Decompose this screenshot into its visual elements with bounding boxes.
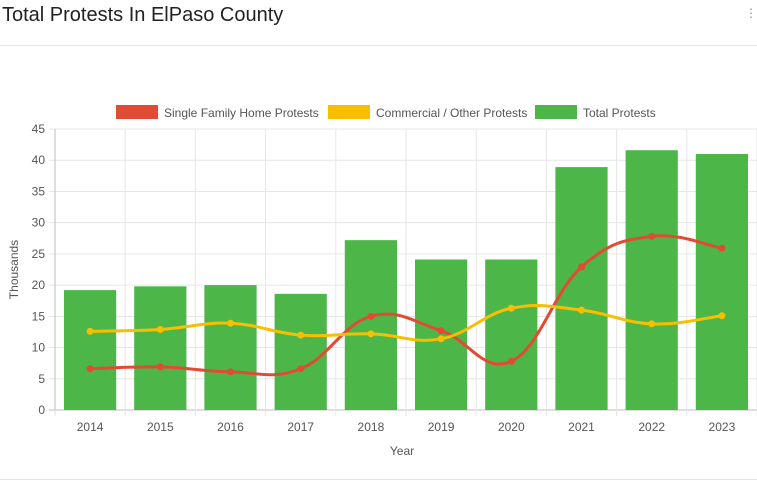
- y-tick-label: 40: [32, 153, 46, 167]
- line-commercial: [90, 303, 723, 342]
- y-tick-label: 0: [38, 403, 45, 417]
- point-single-family: [648, 232, 656, 240]
- x-axis-title: Year: [390, 444, 414, 458]
- legend-commercial-swatch: [328, 105, 370, 119]
- x-tick-label: 2022: [638, 420, 665, 434]
- legend-total-swatch: [535, 105, 577, 119]
- y-tick-label: 10: [32, 341, 46, 355]
- point-single-family: [578, 263, 585, 271]
- point-commercial: [437, 335, 445, 343]
- x-tick-label: 2018: [358, 420, 385, 434]
- legend-total-label: Total Protests: [583, 106, 656, 120]
- y-tick-label: 30: [32, 216, 46, 230]
- line-single-family: [90, 234, 723, 377]
- point-single-family: [297, 365, 305, 373]
- y-axis-title: Thousands: [7, 240, 21, 299]
- x-tick-label: 2021: [568, 420, 595, 434]
- bar-total-protests: [625, 150, 678, 410]
- legend-single-family-swatch: [116, 105, 158, 119]
- point-commercial: [648, 320, 656, 328]
- bar-total-protests: [415, 259, 468, 410]
- x-tick-label: 2016: [217, 420, 244, 434]
- footer-divider: [0, 479, 757, 480]
- bar-total-protests: [485, 259, 538, 410]
- point-commercial: [86, 327, 94, 335]
- point-single-family: [227, 368, 234, 376]
- x-tick-label: 2020: [498, 420, 525, 434]
- header-divider: [0, 45, 757, 46]
- point-commercial: [718, 312, 726, 320]
- y-tick-label: 25: [32, 247, 46, 261]
- point-commercial: [227, 319, 234, 327]
- x-tick-label: 2023: [709, 420, 736, 434]
- point-commercial: [367, 330, 375, 338]
- legend-commercial-label: Commercial / Other Protests: [376, 106, 527, 120]
- bar-total-protests: [64, 290, 117, 410]
- x-tick-label: 2017: [287, 420, 314, 434]
- bar-total-protests: [134, 286, 187, 410]
- point-single-family: [507, 357, 515, 365]
- point-single-family: [156, 363, 164, 371]
- legend-single-family-label: Single Family Home Protests: [164, 106, 319, 120]
- bar-total-protests: [204, 285, 257, 410]
- point-commercial: [156, 325, 164, 333]
- y-tick-label: 45: [32, 122, 46, 136]
- x-tick-label: 2014: [77, 420, 104, 434]
- x-tick-label: 2019: [428, 420, 455, 434]
- point-single-family: [86, 365, 94, 373]
- point-commercial: [507, 304, 515, 312]
- y-tick-label: 15: [32, 309, 46, 323]
- y-tick-label: 5: [38, 372, 45, 386]
- chart-title: Total Protests In ElPaso County: [2, 4, 284, 26]
- bar-total-protests: [695, 153, 748, 410]
- x-tick-label: 2015: [147, 420, 174, 434]
- point-single-family: [367, 312, 375, 320]
- point-single-family: [437, 327, 445, 335]
- point-commercial: [578, 306, 585, 314]
- point-commercial: [297, 331, 305, 339]
- vertical-dots-icon[interactable]: ⋮: [745, 6, 757, 20]
- point-single-family: [718, 244, 726, 252]
- y-tick-label: 35: [32, 184, 46, 198]
- y-tick-label: 20: [32, 278, 46, 292]
- bar-total-protests: [274, 293, 327, 410]
